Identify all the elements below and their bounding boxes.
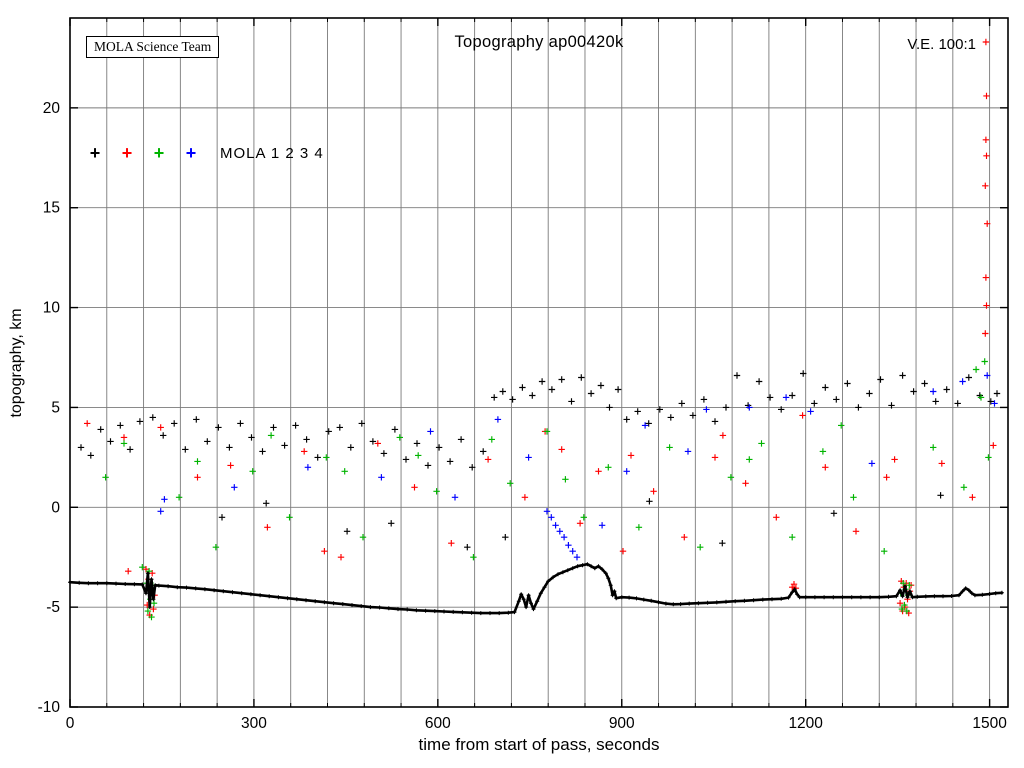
- svg-text:10: 10: [43, 300, 61, 317]
- svg-text:0: 0: [66, 715, 75, 732]
- legend-marker-mola-3-icon: +: [153, 143, 165, 163]
- svg-text:-10: -10: [38, 699, 61, 716]
- svg-text:-5: -5: [46, 599, 60, 616]
- svg-text:600: 600: [425, 715, 451, 732]
- legend-marker-mola-2-icon: +: [121, 143, 133, 163]
- legend-label: MOLA 1 2 3 4: [220, 144, 324, 162]
- vertical-exaggeration-label: V.E. 100:1: [907, 36, 976, 53]
- svg-text:20: 20: [43, 100, 61, 117]
- legend-marker-mola-1-icon: +: [89, 143, 101, 163]
- svg-text:1500: 1500: [972, 715, 1007, 732]
- svg-text:15: 15: [43, 200, 60, 217]
- legend-marker-mola-4-icon: +: [185, 143, 197, 163]
- legend: + + + + MOLA 1 2 3 4: [88, 144, 324, 162]
- chart-title: Topography ap00420k: [454, 33, 624, 51]
- y-axis-label: topography, km: [8, 308, 25, 418]
- svg-text:0: 0: [51, 499, 60, 516]
- svg-text:1200: 1200: [788, 715, 823, 732]
- x-axis-label: time from start of pass, seconds: [418, 735, 660, 754]
- svg-text:5: 5: [51, 399, 60, 416]
- team-box: MOLA Science Team: [86, 36, 220, 58]
- svg-text:900: 900: [609, 715, 635, 732]
- svg-text:300: 300: [241, 715, 267, 732]
